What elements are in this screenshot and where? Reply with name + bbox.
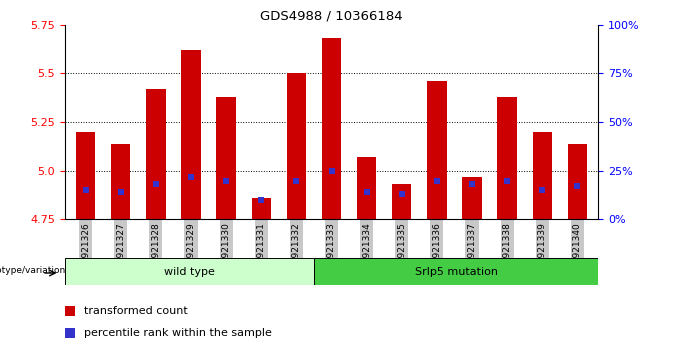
Text: percentile rank within the sample: percentile rank within the sample — [84, 329, 271, 338]
Bar — [532, 132, 552, 219]
Text: transformed count: transformed count — [84, 306, 188, 316]
Text: genotype/variation: genotype/variation — [0, 266, 66, 275]
Bar — [65, 258, 314, 285]
Bar — [182, 50, 201, 219]
Bar — [111, 144, 131, 219]
Bar — [568, 144, 587, 219]
Title: GDS4988 / 10366184: GDS4988 / 10366184 — [260, 9, 403, 22]
Bar — [322, 39, 341, 219]
Bar — [357, 157, 376, 219]
Bar — [76, 132, 95, 219]
Bar — [287, 74, 306, 219]
Bar — [216, 97, 236, 219]
Text: Srlp5 mutation: Srlp5 mutation — [415, 267, 498, 277]
Bar — [146, 89, 165, 219]
Text: wild type: wild type — [164, 267, 215, 277]
Bar — [427, 81, 447, 219]
Bar — [498, 97, 517, 219]
Bar — [314, 258, 598, 285]
Bar — [462, 177, 481, 219]
Bar — [392, 184, 411, 219]
Bar — [252, 198, 271, 219]
